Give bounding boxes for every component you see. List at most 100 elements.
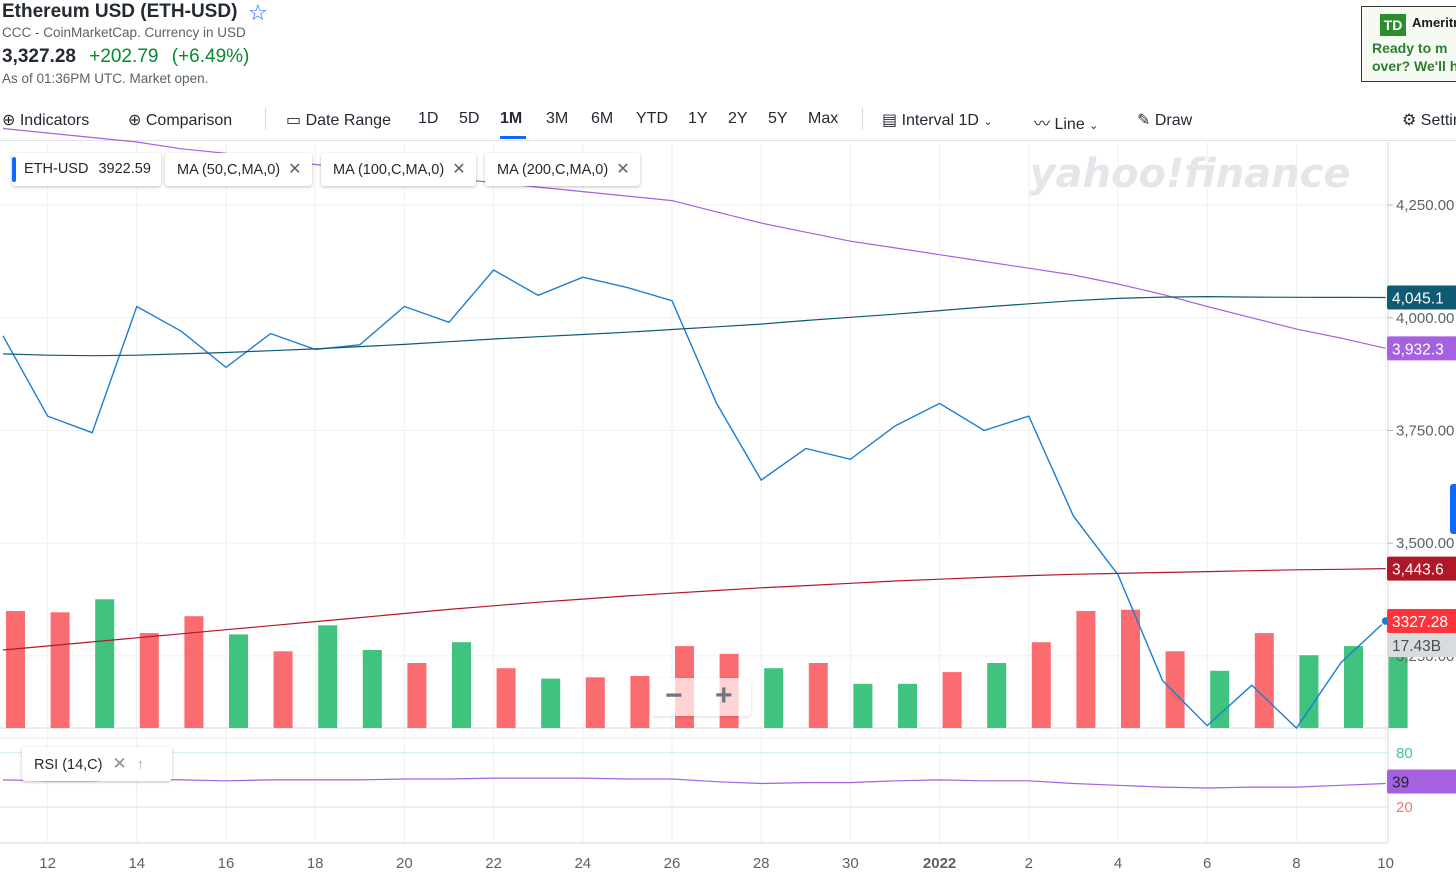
volume-bar (95, 599, 115, 728)
arrow-up-icon[interactable]: ↑ (136, 756, 145, 773)
watchlist-star-icon[interactable]: ☆ (248, 0, 268, 25)
legend-symbol-name: ETH-USD (24, 161, 89, 177)
volume-bar (1031, 642, 1051, 728)
ma200-value-flag-bg (1387, 556, 1456, 581)
range-1d[interactable]: 1D (418, 110, 439, 127)
range-ytd[interactable]: YTD (636, 110, 668, 127)
interval-dropdown[interactable]: ▤ Interval 1D ⌄ (882, 112, 993, 129)
x-tick-label: 8 (1292, 855, 1300, 872)
volume-bar (1344, 646, 1363, 728)
volume-bar (853, 683, 873, 728)
x-tick-label: 22 (485, 855, 502, 872)
price-row: 3,327.28 +202.79 (+6.49%) (2, 46, 249, 68)
ad-brand: Ameritrade (1412, 15, 1456, 30)
volume-bar (942, 672, 962, 728)
gear-icon: ⚙ (1402, 112, 1417, 129)
x-tick-label: 4 (1114, 855, 1122, 872)
close-icon[interactable]: ✕ (452, 161, 466, 178)
rsi-level-label: 80 (1396, 745, 1413, 762)
price-change: +202.79 (89, 46, 159, 67)
volume-bar (184, 616, 204, 728)
advertisement[interactable]: TD Ameritrade Ready to m over? We'll h (1361, 6, 1456, 82)
ruler-icon: ▤ (882, 112, 898, 129)
legend-ma50-label: MA (50,C,MA,0) (177, 162, 281, 178)
calendar-icon: ▭ (286, 112, 302, 129)
line-chart-icon: 〰 (1034, 116, 1051, 133)
range-2y[interactable]: 2Y (728, 110, 748, 127)
close-icon[interactable]: ✕ (112, 754, 127, 773)
range-3m[interactable]: 3M (546, 110, 569, 127)
price-line (2, 269, 1387, 730)
legend-ma50[interactable]: MA (50,C,MA,0) ✕ (165, 153, 312, 186)
toolbar-divider (862, 108, 863, 130)
pencil-icon: ✎ (1137, 112, 1151, 129)
draw-button[interactable]: ✎ Draw (1137, 112, 1193, 129)
legend-ma100-label: MA (100,C,MA,0) (333, 162, 445, 178)
last-price-flag: 3327.28 (1392, 614, 1448, 631)
zoom-in-icon[interactable]: + (715, 679, 733, 712)
volume-bar (585, 677, 605, 728)
chart-toolbar: ⊕ Indicators ⊕ Comparison ▭ Date Range 1… (0, 106, 1456, 139)
range-1m[interactable]: 1M (500, 110, 523, 127)
volume-bar (1121, 609, 1140, 728)
range-5y[interactable]: 5Y (768, 110, 788, 127)
legend-ma200-label: MA (200,C,MA,0) (497, 162, 609, 178)
volume-bar (50, 612, 70, 728)
panel-scroll-tab[interactable] (1450, 484, 1456, 534)
x-tick-label: 2 (1025, 855, 1033, 872)
legend-symbol[interactable]: ETH-USD 3922.59 (12, 153, 161, 186)
close-icon[interactable]: ✕ (616, 161, 630, 178)
range-1y[interactable]: 1Y (688, 110, 708, 127)
zoom-controls: − + (651, 678, 751, 716)
toolbar-border (0, 140, 1456, 141)
x-tick-label: 18 (307, 855, 324, 872)
y-tick-label: 3,750.00 (1396, 422, 1454, 439)
active-range-indicator (500, 136, 526, 139)
chart-type-dropdown[interactable]: 〰 Line ⌄ (1034, 116, 1099, 133)
price-change-percent: (+6.49%) (171, 46, 250, 67)
ad-line-1: Ready to m (1372, 40, 1448, 56)
volume-bar (496, 668, 516, 728)
last-price-flag-bg (1387, 609, 1456, 634)
volume-bar (139, 633, 159, 728)
y-tick-label: 4,250.00 (1396, 197, 1454, 214)
volume-bar (1254, 633, 1274, 728)
ma50-value-flag: 3,932.3 (1392, 341, 1444, 358)
settings-button[interactable]: ⚙ Settings (1402, 112, 1456, 129)
quote-source: CCC - CoinMarketCap. Currency in USD (2, 25, 246, 40)
range-5d[interactable]: 5D (459, 110, 480, 127)
ma100-line (2, 295, 1386, 357)
last-price: 3,327.28 (2, 46, 76, 67)
volume-bar (229, 634, 248, 728)
x-tick-label: 28 (753, 855, 770, 872)
volume-bar (808, 663, 828, 728)
x-tick-label: 24 (574, 855, 591, 872)
range-6m[interactable]: 6M (591, 110, 614, 127)
zoom-out-icon[interactable]: − (665, 679, 683, 712)
comparison-button[interactable]: ⊕ Comparison (128, 112, 233, 129)
plus-circle-icon: ⊕ (128, 112, 142, 129)
x-tick-label: 10 (1377, 855, 1394, 872)
market-status: As of 01:36PM UTC. Market open. (2, 71, 209, 86)
legend-ma200[interactable]: MA (200,C,MA,0) ✕ (485, 153, 640, 186)
date-range-button[interactable]: ▭ Date Range (286, 112, 391, 129)
indicators-button[interactable]: ⊕ Indicators (2, 112, 90, 129)
series-color-bar (12, 157, 16, 182)
rsi-value-flag-bg (1387, 769, 1456, 794)
legend-rsi-label: RSI (14,C) (34, 757, 103, 773)
volume-bar (1299, 655, 1319, 728)
legend-rsi[interactable]: RSI (14,C) ✕ ↑ (22, 747, 172, 781)
close-icon[interactable]: ✕ (288, 161, 302, 178)
x-tick-label: 6 (1203, 855, 1211, 872)
x-tick-label: 12 (39, 855, 56, 872)
x-tick-label: 26 (664, 855, 681, 872)
x-tick-label: 20 (396, 855, 413, 872)
legend-ma100[interactable]: MA (100,C,MA,0) ✕ (321, 153, 476, 186)
x-tick-label: 2022 (923, 855, 956, 872)
ma200-line (2, 568, 1386, 651)
volume-bar (898, 683, 917, 728)
td-logo: TD (1380, 14, 1406, 36)
y-tick-label: 4,000.00 (1396, 310, 1454, 327)
range-max[interactable]: Max (808, 110, 839, 127)
